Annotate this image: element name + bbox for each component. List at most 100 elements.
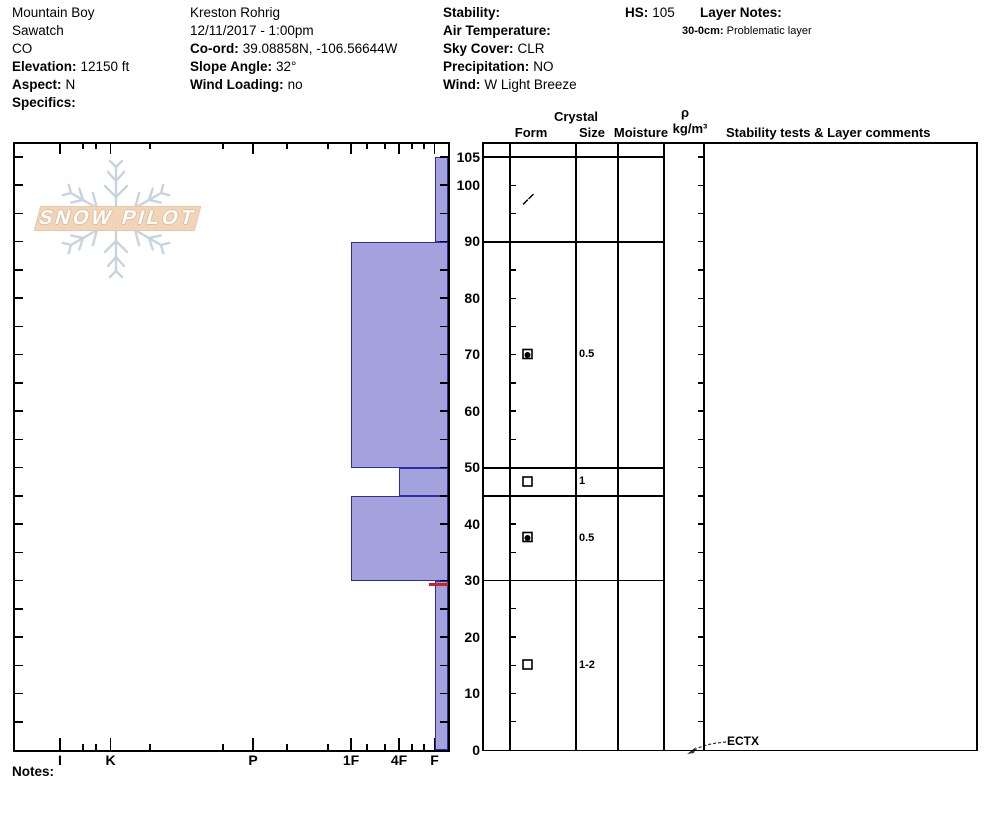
table-depth-tick xyxy=(698,410,704,412)
depth-label: 10 xyxy=(464,685,480,702)
depth-label: 30 xyxy=(464,572,480,589)
depth-tick xyxy=(440,438,448,441)
hardness-minor-tick xyxy=(286,744,288,750)
table-depth-tick xyxy=(698,636,704,638)
depth-tick xyxy=(440,353,448,356)
form-symbol-FCxr xyxy=(521,348,536,363)
depth-tick xyxy=(15,184,23,186)
hardness-label: I xyxy=(58,752,62,768)
hardness-tick xyxy=(109,738,112,750)
depth-tick xyxy=(440,410,448,412)
table-depth-tick xyxy=(510,664,516,666)
hardness-minor-tick xyxy=(366,744,368,750)
col-header-size: Size xyxy=(578,125,605,140)
table-vline xyxy=(617,142,619,751)
table-depth-tick xyxy=(510,410,516,412)
col-header-comments: Stability tests & Layer comments xyxy=(726,125,931,140)
hardness-minor-tick xyxy=(222,144,224,149)
table-depth-tick xyxy=(510,636,516,638)
depth-tick xyxy=(15,269,23,271)
table-depth-tick xyxy=(698,212,704,215)
layer-notes-heading: Layer Notes: xyxy=(700,5,782,20)
depth-tick xyxy=(15,664,23,667)
depth-tick xyxy=(15,410,23,412)
depth-tick xyxy=(15,636,23,638)
table-depth-tick xyxy=(510,523,516,525)
table-depth-tick xyxy=(698,523,704,525)
layer-boundary-line xyxy=(483,466,664,469)
table-vline xyxy=(663,142,665,751)
ect-arrow-icon xyxy=(687,741,727,754)
hardness-minor-tick xyxy=(423,144,425,149)
hardness-minor-tick xyxy=(95,144,97,149)
depth-tick xyxy=(15,551,23,554)
hardness-minor-tick xyxy=(82,744,84,750)
table-depth-tick xyxy=(698,608,704,610)
form-symbol-DF xyxy=(521,192,536,207)
layer-bar xyxy=(434,157,448,242)
depth-tick xyxy=(440,156,448,158)
depth-tick xyxy=(15,438,23,441)
grain-size-value: 0.5 xyxy=(579,348,595,361)
depth-tick xyxy=(440,325,448,328)
table-depth-tick xyxy=(510,692,516,695)
table-depth-tick xyxy=(698,664,704,666)
hardness-label: 4F xyxy=(390,752,408,768)
depth-tick xyxy=(440,466,448,469)
depth-label: 20 xyxy=(464,628,480,645)
table-depth-tick xyxy=(510,721,516,723)
layer-bar xyxy=(351,241,448,468)
snowflake-icon xyxy=(59,160,173,279)
table-depth-tick xyxy=(698,438,704,441)
table-depth-tick xyxy=(510,551,516,553)
profile-plot-border xyxy=(13,142,450,752)
depth-tick xyxy=(15,353,23,356)
form-symbol-FC xyxy=(521,658,536,673)
depth-tick xyxy=(440,551,448,554)
layer-boundary-line xyxy=(483,240,664,243)
conditions-info: Stability: Air Temperature: Sky Cover: CL… xyxy=(443,5,577,92)
table-depth-tick xyxy=(698,156,704,158)
depth-tick xyxy=(15,579,23,582)
hardness-minor-tick xyxy=(411,144,413,149)
depth-tick xyxy=(15,692,23,695)
table-depth-tick xyxy=(698,551,704,553)
table-depth-tick xyxy=(698,579,704,582)
depth-tick xyxy=(15,212,23,215)
layer-note: 30-0cm: Problematic layer xyxy=(682,25,812,37)
hardness-tick xyxy=(59,144,61,154)
table-depth-tick xyxy=(510,297,516,299)
col-header-rho: ρ xyxy=(680,105,690,120)
table-depth-tick xyxy=(698,495,704,497)
depth-tick xyxy=(440,269,448,271)
depth-label: 105 xyxy=(456,148,480,165)
hardness-tick xyxy=(252,738,254,750)
depth-tick xyxy=(440,297,448,299)
snow-height: HS: 105 xyxy=(625,5,675,20)
table-depth-tick xyxy=(510,438,516,441)
notes-label: Notes: xyxy=(12,764,55,779)
table-vline xyxy=(509,142,511,751)
hardness-minor-tick xyxy=(82,144,84,149)
depth-tick xyxy=(15,721,23,723)
table-depth-tick xyxy=(510,325,516,328)
layer-bar xyxy=(351,495,448,581)
depth-label: 0 xyxy=(472,741,480,758)
table-depth-tick xyxy=(510,354,516,356)
depth-tick xyxy=(440,240,448,243)
hardness-minor-tick xyxy=(411,744,413,750)
depth-tick xyxy=(15,240,23,243)
depth-tick xyxy=(440,382,448,384)
table-depth-tick xyxy=(698,354,704,356)
col-header-moisture: Moisture xyxy=(613,125,669,140)
col-header-crystal: Crystal xyxy=(553,109,599,124)
hardness-tick xyxy=(350,144,352,154)
col-header-rho-unit: kg/m³ xyxy=(672,121,708,136)
grain-size-value: 0.5 xyxy=(579,531,595,544)
table-depth-tick xyxy=(510,269,516,271)
form-symbol-FC xyxy=(521,475,536,490)
hardness-minor-tick xyxy=(366,144,368,149)
depth-tick xyxy=(15,325,23,328)
depth-tick xyxy=(440,721,448,723)
grain-size-value: 1-2 xyxy=(579,658,595,671)
